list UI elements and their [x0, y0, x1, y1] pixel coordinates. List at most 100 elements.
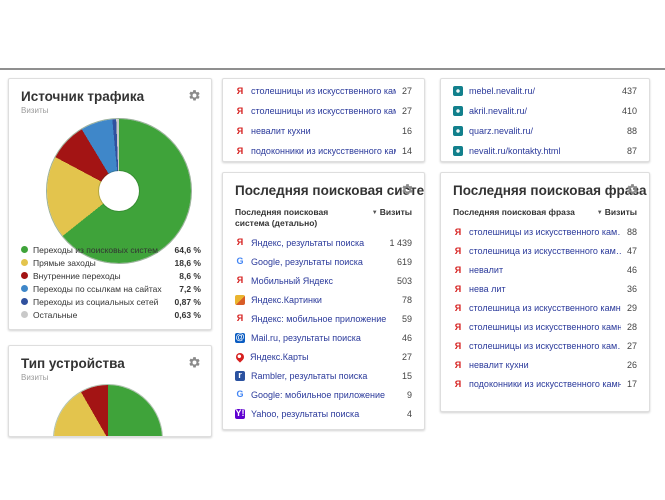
legend-item-value: 8,6 %	[179, 270, 201, 281]
list-item-label[interactable]: столешницы из искусственного камня	[251, 86, 396, 96]
list-item-label[interactable]: nevalit.ru/kontakty.html	[469, 146, 561, 156]
list-item-label[interactable]: Яндекс.Карты	[250, 351, 309, 362]
list-item-label[interactable]: невалит кухни	[469, 360, 529, 371]
list-item[interactable]: r Rambler, результаты поиска 15	[223, 366, 424, 385]
list-item[interactable]: akril.nevalit.ru/ 410	[441, 101, 649, 121]
list-item-value: 27	[401, 86, 412, 96]
gear-icon[interactable]	[401, 183, 414, 196]
maps-icon	[234, 351, 246, 363]
sort-visits-header[interactable]: ▼ Визиты	[597, 207, 637, 217]
device-type-pie-chart[interactable]	[54, 385, 162, 436]
list-item-label[interactable]: Яндекс: мобильное приложение	[251, 313, 387, 324]
list-item-label[interactable]: akril.nevalit.ru/	[469, 106, 528, 116]
list-item-label[interactable]: Мобильный Яндекс	[251, 275, 333, 286]
list-item[interactable]: nevalit.ru/kontakty.html 87	[441, 141, 649, 161]
list-item-value: 88	[626, 227, 637, 238]
list-item[interactable]: Я столешница из искусственного кам… 47	[441, 242, 649, 261]
list-item[interactable]: @ Mail.ru, результаты поиска 46	[223, 328, 424, 347]
list-item-label[interactable]: Яндекс.Картинки	[251, 294, 322, 305]
sort-visits-header[interactable]: ▼ Визиты	[372, 207, 412, 217]
list-item[interactable]: Я невалит кухни 26	[441, 356, 649, 375]
list-item[interactable]: Я столешница из искусственного камня 29	[441, 299, 649, 318]
legend-item[interactable]: Прямые заходы 18,6 %	[21, 256, 201, 269]
widget-title: Тип устройства	[21, 356, 125, 371]
column-header: Последняя поисковая система (детально) ▼…	[235, 207, 412, 228]
list-item-label[interactable]: подоконники из искусственного камня	[469, 379, 621, 390]
list-item[interactable]: G Google: мобильное приложение 9	[223, 385, 424, 404]
list-item-value: 46	[626, 265, 637, 276]
list-item-value: 27	[401, 106, 412, 116]
list-item-label[interactable]: столешница из искусственного камня	[469, 303, 621, 314]
legend-color-dot	[21, 298, 28, 305]
widget-title: Последняя поисковая система (д…	[235, 183, 424, 198]
widget-subtitle: Визиты	[21, 373, 49, 382]
list-item[interactable]: quarz.nevalit.ru/ 88	[441, 121, 649, 141]
images-icon	[235, 294, 245, 305]
list-item[interactable]: Я подоконники из искусственного камня 17	[441, 375, 649, 394]
sort-label: Визиты	[604, 207, 637, 217]
list-item[interactable]: Я столешницы из искусственного кам… 88	[441, 223, 649, 242]
list-item-label[interactable]: подоконники из искусственного камня	[251, 146, 396, 156]
list-item[interactable]: Я Яндекс, результаты поиска 1 439	[223, 233, 424, 252]
list-item[interactable]: Я столешницы из искусственного камня 27	[223, 81, 424, 101]
list-item-label[interactable]: невалит	[469, 265, 504, 276]
list-item-value: 15	[401, 370, 412, 381]
list-item-label[interactable]: Яндекс, результаты поиска	[251, 237, 365, 248]
list-item-label[interactable]: столешницы из искусственного кам…	[469, 341, 621, 352]
site-icon	[453, 86, 463, 96]
list-item[interactable]: Яндекс.Картинки 78	[223, 290, 424, 309]
legend-item[interactable]: Остальные 0,63 %	[21, 308, 201, 321]
list-item[interactable]: Я Мобильный Яндекс 503	[223, 271, 424, 290]
list-item[interactable]: Яндекс.Карты 27	[223, 347, 424, 366]
list-item-label[interactable]: mebel.nevalit.ru/	[469, 86, 536, 96]
list-item-value: 14	[401, 146, 412, 156]
widget-title: Последняя поисковая фраза	[453, 183, 647, 198]
list-item-label[interactable]: Google, результаты поиска	[251, 256, 363, 267]
list-item[interactable]: Я невалит кухни 16	[223, 121, 424, 141]
legend-item[interactable]: Переходы по ссылкам на сайтах 7,2 %	[21, 282, 201, 295]
list-item-label[interactable]: нева лит	[469, 284, 506, 295]
list-item-label[interactable]: Google: мобильное приложение	[251, 389, 386, 400]
list-item-label[interactable]: Rambler, результаты поиска	[251, 370, 368, 381]
list-item[interactable]: Я подоконники из искусственного камня 14	[223, 141, 424, 161]
legend-item[interactable]: Переходы из поисковых систем 64,6 %	[21, 243, 201, 256]
gear-icon[interactable]	[188, 89, 201, 102]
list-item[interactable]: Я нева лит 36	[441, 280, 649, 299]
gear-icon[interactable]	[626, 183, 639, 196]
legend-item[interactable]: Внутренние переходы 8,6 %	[21, 269, 201, 282]
yandex-icon: Я	[454, 340, 462, 351]
list-item-label[interactable]: столешницы из искусственного кам…	[469, 227, 621, 238]
list-item[interactable]: G Google, результаты поиска 619	[223, 252, 424, 271]
list-item-value: 9	[406, 389, 412, 400]
list-item-label[interactable]: столешница из искусственного кам…	[469, 246, 621, 257]
list-item-value: 26	[626, 360, 637, 371]
traffic-source-pie-chart[interactable]	[47, 119, 191, 263]
list-item-label[interactable]: невалит кухни	[251, 126, 311, 136]
list-item[interactable]: Y! Yahoo, результаты поиска 4	[223, 404, 424, 423]
column-header-label[interactable]: Последняя поисковая система (детально)	[235, 207, 329, 228]
list-item-label[interactable]: Yahoo, результаты поиска	[251, 408, 360, 419]
list-item[interactable]: mebel.nevalit.ru/ 437	[441, 81, 649, 101]
legend-color-dot	[21, 311, 28, 318]
list-item[interactable]: Я столешницы из искусственного кам… 27	[441, 337, 649, 356]
yandex-icon: Я	[454, 321, 462, 332]
rambler-icon: r	[235, 370, 245, 381]
list-item-label[interactable]: quarz.nevalit.ru/	[469, 126, 534, 136]
list-item-label[interactable]: столешницы из искусственного кам…	[251, 106, 396, 116]
legend-color-dot	[21, 272, 28, 279]
top-divider	[0, 68, 665, 70]
list-item[interactable]: Я столешницы из искусственного камня 28	[441, 318, 649, 337]
gear-icon[interactable]	[188, 356, 201, 369]
list-item-label[interactable]: Mail.ru, результаты поиска	[251, 332, 361, 343]
list-item-label[interactable]: столешницы из искусственного камня	[469, 322, 621, 333]
site-icon	[453, 126, 463, 136]
list-item[interactable]: Я Яндекс: мобильное приложение 59	[223, 309, 424, 328]
column-header-label[interactable]: Последняя поисковая фраза	[453, 207, 575, 217]
list-item[interactable]: Я столешницы из искусственного кам… 27	[223, 101, 424, 121]
list-item-value: 503	[396, 275, 412, 286]
list-item-value: 4	[406, 408, 412, 419]
legend-item-value: 18,6 %	[174, 257, 201, 268]
google-icon: G	[236, 256, 244, 267]
list-item[interactable]: Я невалит 46	[441, 261, 649, 280]
legend-item[interactable]: Переходы из социальных сетей 0,87 %	[21, 295, 201, 308]
